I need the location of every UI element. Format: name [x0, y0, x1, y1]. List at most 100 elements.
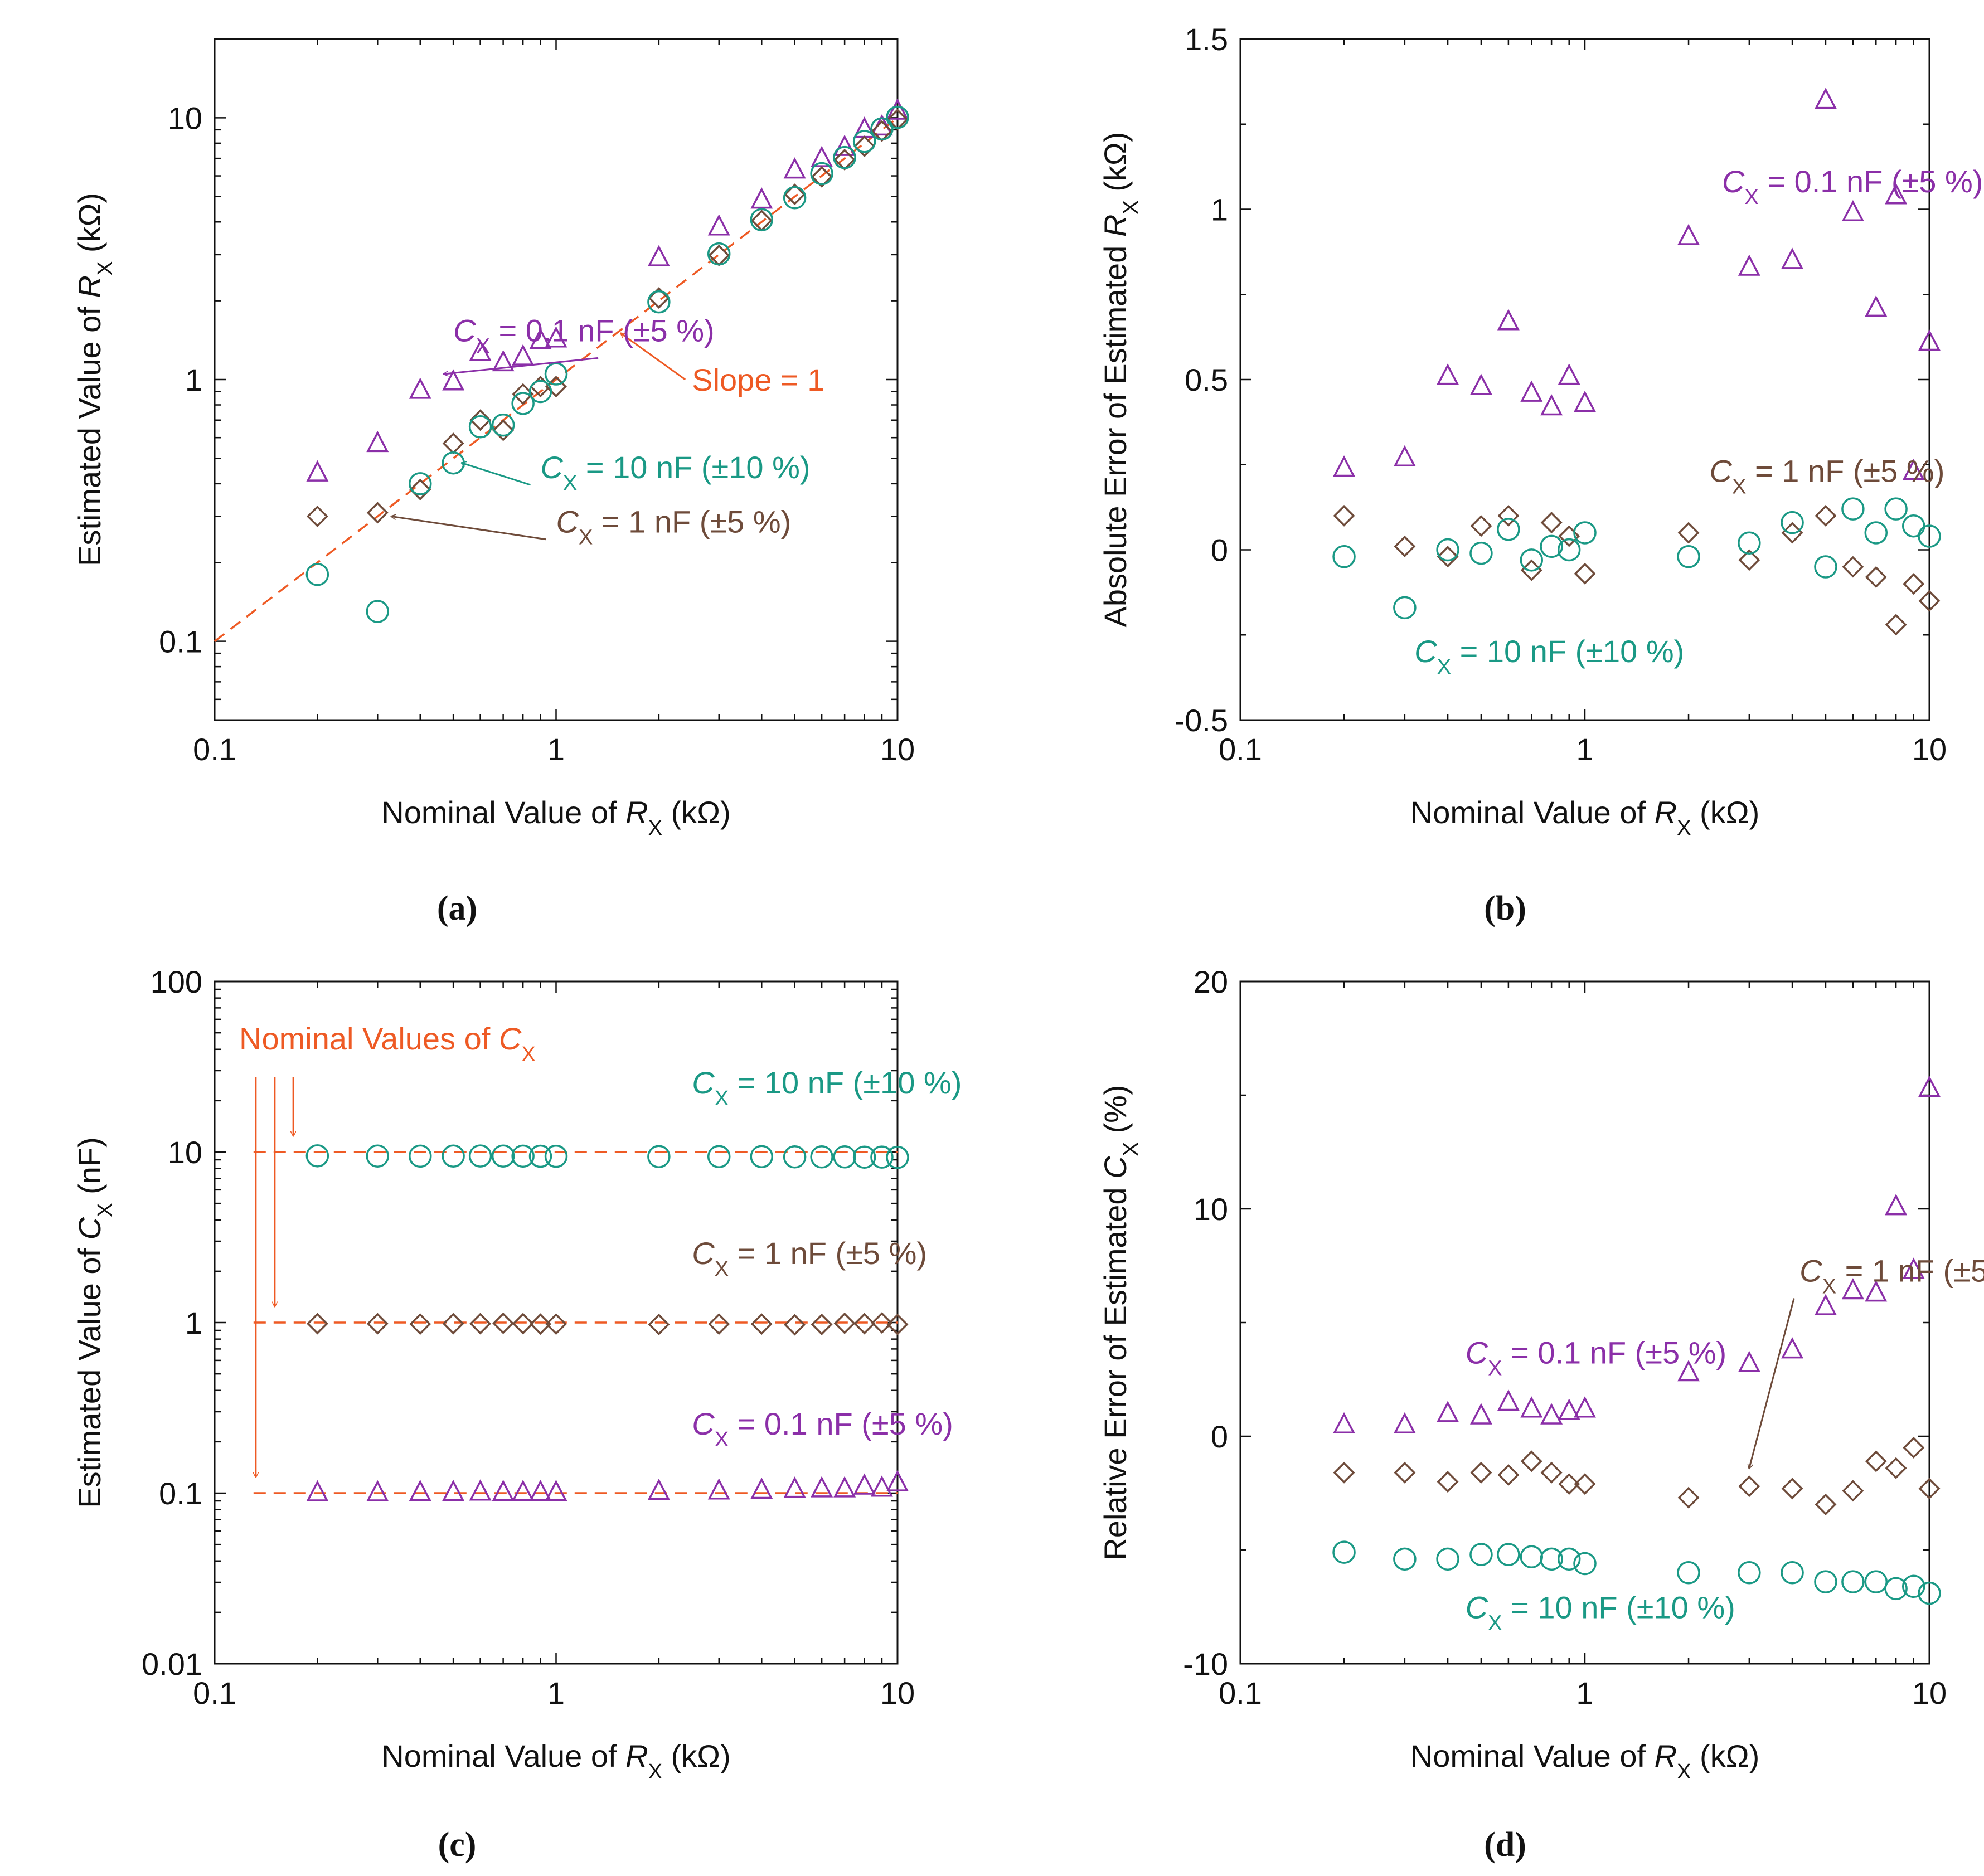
- x-axis-label: Nominal Value of RX (kΩ): [381, 1738, 730, 1783]
- point-circle: [852, 1145, 876, 1169]
- panel-label-b: (b): [1484, 890, 1526, 927]
- x-tick-label: 10: [1912, 732, 1947, 767]
- point-triangle: [1902, 1257, 1925, 1279]
- x-tick-label: 0.1: [1219, 1675, 1262, 1710]
- point-circle: [1781, 1561, 1804, 1585]
- point-diamond: [1333, 504, 1355, 527]
- series-diamond: [306, 1312, 909, 1336]
- annotation-arrow: [392, 517, 546, 541]
- point-triangle: [1437, 363, 1459, 385]
- panel-b: (b) 0.1 1 10 -0.5 0 0.5 1 1.5 Nominal Value of R…: [1098, 22, 1983, 927]
- point-diamond: [1437, 546, 1459, 568]
- series-triangle: [1333, 1075, 1941, 1434]
- point-diamond: [833, 148, 856, 171]
- point-circle: [783, 1145, 807, 1169]
- point-triangle: [1540, 1403, 1563, 1425]
- point-triangle: [783, 157, 806, 179]
- point-triangle: [512, 344, 535, 366]
- point-circle: [1573, 521, 1597, 545]
- point-triangle: [1677, 223, 1700, 245]
- y-tick-label: 1: [1211, 192, 1228, 227]
- x-axis-label: Nominal Value of RX (kΩ): [1410, 1738, 1759, 1783]
- point-circle: [511, 392, 535, 415]
- point-diamond: [871, 120, 893, 142]
- point-diamond: [1865, 1450, 1887, 1472]
- point-triangle: [1865, 1280, 1888, 1302]
- point-diamond: [366, 502, 389, 524]
- point-triangle: [1540, 394, 1563, 416]
- point-circle: [1573, 1552, 1597, 1576]
- series-annotation: CX = 1 nF (±5 %): [556, 504, 792, 550]
- point-triangle: [529, 1479, 552, 1501]
- point-circle: [1393, 1547, 1417, 1571]
- point-triangle: [1781, 1337, 1804, 1359]
- point-diamond: [784, 1314, 806, 1336]
- point-circle: [468, 1144, 492, 1168]
- point-triangle: [1677, 1359, 1700, 1382]
- point-circle: [810, 1145, 833, 1169]
- point-triangle: [1497, 309, 1520, 331]
- point-diamond: [1738, 549, 1760, 571]
- point-circle: [833, 1145, 856, 1169]
- x-axis-label: Nominal Value of RX (kΩ): [381, 795, 730, 840]
- point-circle: [810, 162, 833, 186]
- point-diamond: [1781, 1478, 1803, 1500]
- series-annotation: CX = 10 nF (±10 %): [1414, 634, 1684, 679]
- point-diamond: [1677, 522, 1700, 544]
- series-triangle: [306, 98, 909, 482]
- series-annotation: CX = 0.1 nF (±5 %): [453, 313, 715, 358]
- point-circle: [647, 1145, 671, 1168]
- point-circle: [750, 208, 774, 231]
- y-tick-label: 100: [151, 964, 202, 999]
- x-tick-label: 1: [547, 732, 565, 767]
- y-axis-label: Estimated Value of CX (nF): [72, 1137, 117, 1508]
- point-circle: [442, 1144, 465, 1168]
- y-tick-label: 0.5: [1185, 362, 1228, 397]
- point-diamond: [1558, 525, 1580, 547]
- point-diamond: [708, 1313, 730, 1335]
- point-diamond: [1903, 573, 1925, 595]
- point-diamond: [1842, 556, 1864, 578]
- x-tick-label: 1: [1576, 732, 1593, 767]
- x-tick-label: 0.1: [193, 1675, 236, 1710]
- point-triangle: [469, 339, 492, 361]
- point-diamond: [1540, 1461, 1563, 1484]
- point-diamond: [853, 135, 876, 158]
- point-circle: [1841, 1570, 1865, 1593]
- point-diamond: [1918, 1478, 1941, 1500]
- point-triangle: [492, 349, 515, 372]
- point-triangle: [1393, 1412, 1416, 1434]
- point-circle: [783, 186, 807, 210]
- y-tick-label: 0.1: [159, 624, 202, 659]
- point-circle: [833, 145, 856, 169]
- point-circle: [1520, 548, 1544, 572]
- nominal-values-label: Nominal Values of CX: [239, 1021, 536, 1066]
- x-axis: 0.1 1 10: [193, 981, 915, 1710]
- point-circle: [544, 362, 568, 386]
- point-diamond: [1738, 1475, 1760, 1498]
- point-circle: [1738, 531, 1761, 555]
- point-triangle: [1333, 455, 1356, 477]
- point-diamond: [409, 478, 431, 500]
- point-circle: [707, 242, 731, 266]
- point-circle: [1781, 511, 1804, 534]
- point-triangle: [1841, 200, 1864, 222]
- x-tick-label: 10: [1912, 1675, 1947, 1710]
- point-circle: [1540, 1547, 1563, 1571]
- point-circle: [1520, 1545, 1544, 1568]
- point-diamond: [492, 419, 515, 441]
- point-circle: [1918, 1581, 1941, 1605]
- point-circle: [528, 380, 552, 404]
- point-diamond: [1394, 1461, 1416, 1484]
- point-diamond: [1470, 1461, 1492, 1484]
- y-tick-label: 0.1: [159, 1476, 202, 1511]
- point-diamond: [1842, 1480, 1864, 1502]
- point-circle: [1557, 1547, 1581, 1571]
- point-circle: [544, 1144, 568, 1168]
- point-circle: [1884, 497, 1908, 521]
- point-diamond: [1815, 1493, 1837, 1515]
- point-triangle: [442, 369, 465, 391]
- point-triangle: [1902, 459, 1925, 480]
